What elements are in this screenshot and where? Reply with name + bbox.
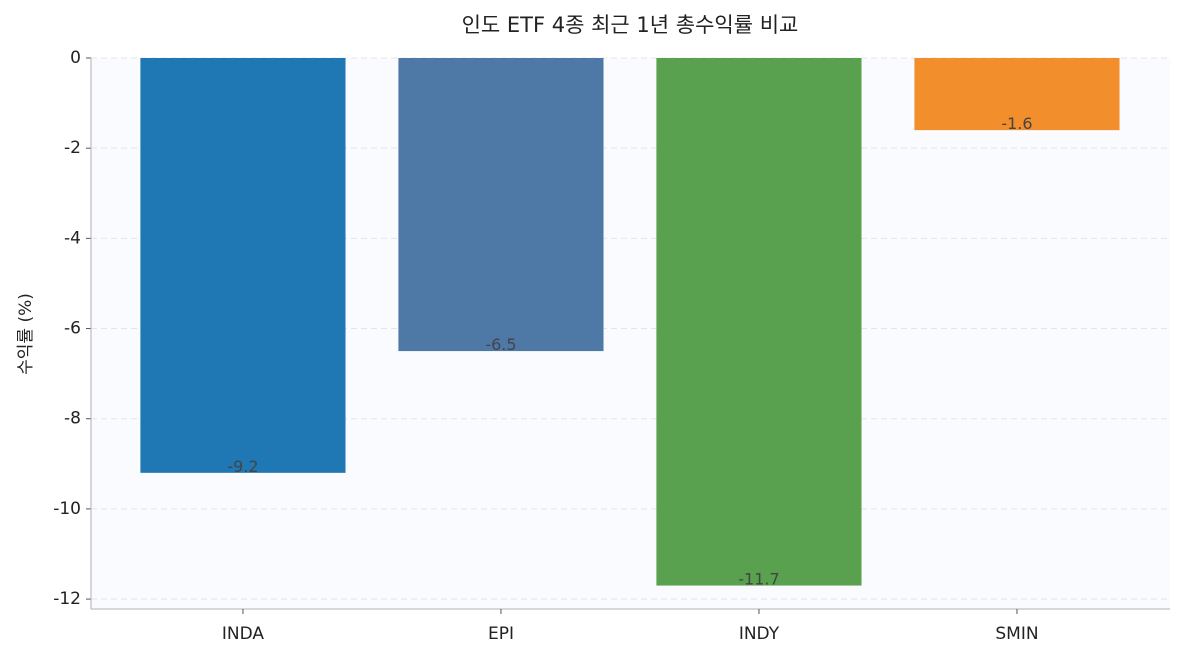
y-tick-label: -6 xyxy=(64,319,81,339)
value-label: -9.2 xyxy=(227,457,258,476)
y-tick-label: -8 xyxy=(64,409,81,429)
x-tick-label: SMIN xyxy=(995,624,1038,644)
y-tick-label: -4 xyxy=(64,228,81,248)
value-label: -6.5 xyxy=(485,335,516,354)
x-tick-label: INDA xyxy=(222,624,265,644)
y-tick-label: -2 xyxy=(64,138,81,158)
y-axis-label: 수익률 (%) xyxy=(16,293,36,375)
x-tick-label: INDY xyxy=(739,624,780,644)
value-label: -1.6 xyxy=(1001,114,1032,133)
y-tick-label: 0 xyxy=(70,48,81,68)
chart-title: 인도 ETF 4종 최근 1년 총수익률 비교 xyxy=(462,13,799,37)
value-label: -11.7 xyxy=(738,570,779,589)
y-tick-label: -12 xyxy=(53,589,81,609)
bar xyxy=(398,58,604,352)
bar xyxy=(140,58,346,473)
y-tick-label: -10 xyxy=(53,499,81,519)
bar xyxy=(656,58,862,586)
x-tick-label: EPI xyxy=(488,624,514,644)
bar xyxy=(914,58,1120,131)
